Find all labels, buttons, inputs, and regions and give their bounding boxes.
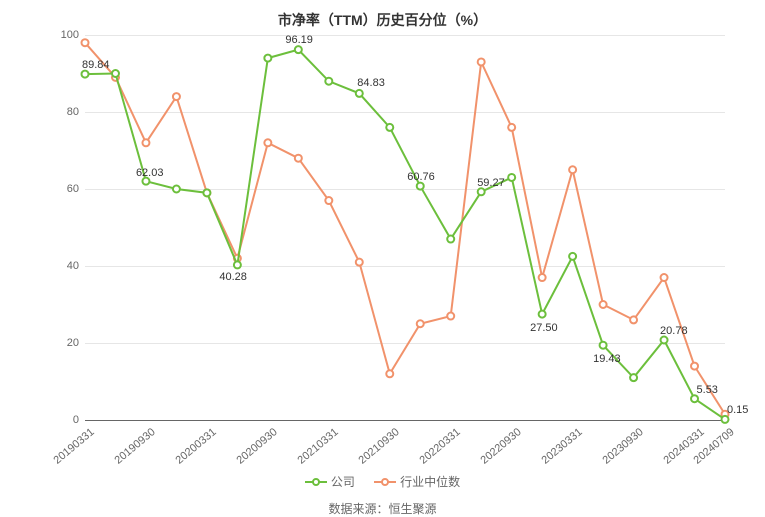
series-marker-company [386,124,393,131]
series-line-company [85,50,725,420]
pb-ttm-percentile-chart: 市净率（TTM）历史百分位（%） 89.8462.0340.2896.1984.… [0,0,765,517]
chart-svg [85,35,725,420]
series-marker-company [661,336,668,343]
series-marker-industry [569,166,576,173]
legend-item-company: 公司 [305,473,355,490]
x-tick-label: 20230331 [528,426,585,476]
y-tick-label: 20 [55,337,79,349]
x-tick-label: 20210331 [284,426,341,476]
series-marker-industry [173,93,180,100]
series-marker-company [447,236,454,243]
series-marker-industry [82,39,89,46]
series-marker-company [82,71,89,78]
series-marker-industry [661,274,668,281]
x-tick-label: 20190331 [40,426,97,476]
legend-label-company: 公司 [331,473,355,490]
plot-area: 89.8462.0340.2896.1984.8360.7659.2727.50… [85,35,725,420]
series-marker-industry [600,301,607,308]
legend-item-industry: 行业中位数 [374,473,460,490]
series-marker-company [569,253,576,260]
series-marker-industry [417,320,424,327]
chart-title: 市净率（TTM）历史百分位（%） [0,10,765,30]
series-marker-industry [356,259,363,266]
series-marker-industry [386,370,393,377]
series-marker-company [264,55,271,62]
legend-label-industry: 行业中位数 [400,473,460,490]
x-tick-label: 20220930 [467,426,524,476]
y-tick-label: 100 [55,29,79,41]
series-marker-company [630,374,637,381]
series-marker-industry [264,139,271,146]
x-tick-label: 20200930 [223,426,280,476]
series-marker-industry [325,197,332,204]
series-marker-company [295,46,302,53]
series-marker-company [539,311,546,318]
y-tick-label: 80 [55,106,79,118]
legend: 公司 行业中位数 [0,473,765,490]
series-marker-company [356,90,363,97]
series-marker-industry [295,155,302,162]
gridline [85,420,725,421]
y-tick-label: 60 [55,183,79,195]
series-marker-industry [478,58,485,65]
series-marker-company [234,261,241,268]
x-tick-label: 20230930 [589,426,646,476]
series-marker-industry [630,316,637,323]
y-tick-label: 0 [55,414,79,426]
data-source: 数据来源：恒生聚源 [0,500,765,517]
series-marker-company [722,416,729,423]
series-marker-industry [539,274,546,281]
series-marker-company [142,178,149,185]
x-tick-label: 20190930 [101,426,158,476]
series-marker-industry [447,313,454,320]
series-marker-industry [508,124,515,131]
series-marker-company [691,395,698,402]
x-tick-label: 20200331 [162,426,219,476]
series-line-industry [85,43,725,415]
legend-marker-company [305,477,327,487]
series-marker-company [325,78,332,85]
legend-marker-industry [374,477,396,487]
x-tick-label: 20220331 [406,426,463,476]
series-marker-company [112,70,119,77]
series-marker-company [600,342,607,349]
y-tick-label: 40 [55,260,79,272]
series-marker-company [203,189,210,196]
series-marker-company [173,186,180,193]
x-tick-label: 20210930 [345,426,402,476]
series-marker-company [478,188,485,195]
series-marker-industry [142,139,149,146]
series-marker-company [417,183,424,190]
series-marker-industry [691,363,698,370]
series-marker-company [508,174,515,181]
data-label: 0.15 [727,404,748,416]
